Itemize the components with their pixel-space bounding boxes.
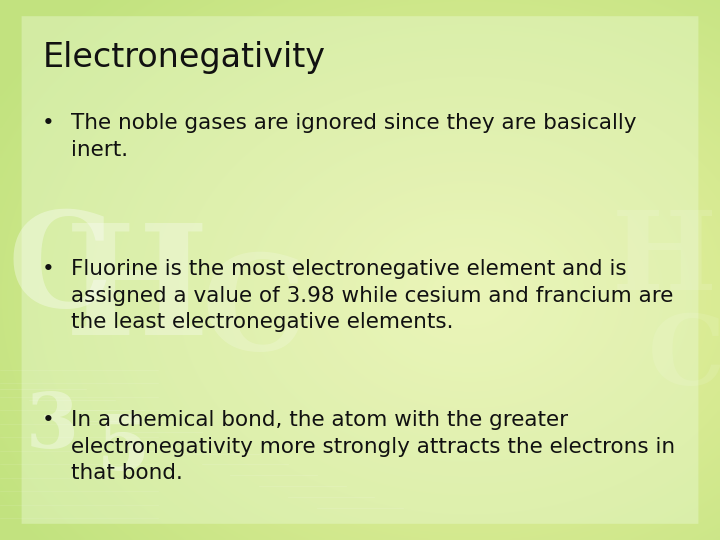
Text: 3: 3	[25, 390, 78, 464]
FancyBboxPatch shape	[22, 16, 698, 524]
Text: H: H	[612, 206, 717, 313]
Text: C: C	[202, 249, 307, 378]
Text: •: •	[42, 410, 55, 430]
Text: H: H	[65, 218, 209, 367]
Text: In a chemical bond, the atom with the greater
electronegativity more strongly at: In a chemical bond, the atom with the gr…	[71, 410, 675, 483]
Text: The noble gases are ignored since they are basically
inert.: The noble gases are ignored since they a…	[71, 113, 636, 160]
Text: •: •	[42, 259, 55, 279]
Text: Electronegativity: Electronegativity	[43, 40, 326, 73]
Text: C: C	[648, 311, 720, 405]
Text: Fluorine is the most electronegative element and is
assigned a value of 3.98 whi: Fluorine is the most electronegative ele…	[71, 259, 673, 332]
Text: •: •	[42, 113, 55, 133]
Text: 5: 5	[97, 412, 150, 486]
Text: C: C	[7, 206, 112, 335]
